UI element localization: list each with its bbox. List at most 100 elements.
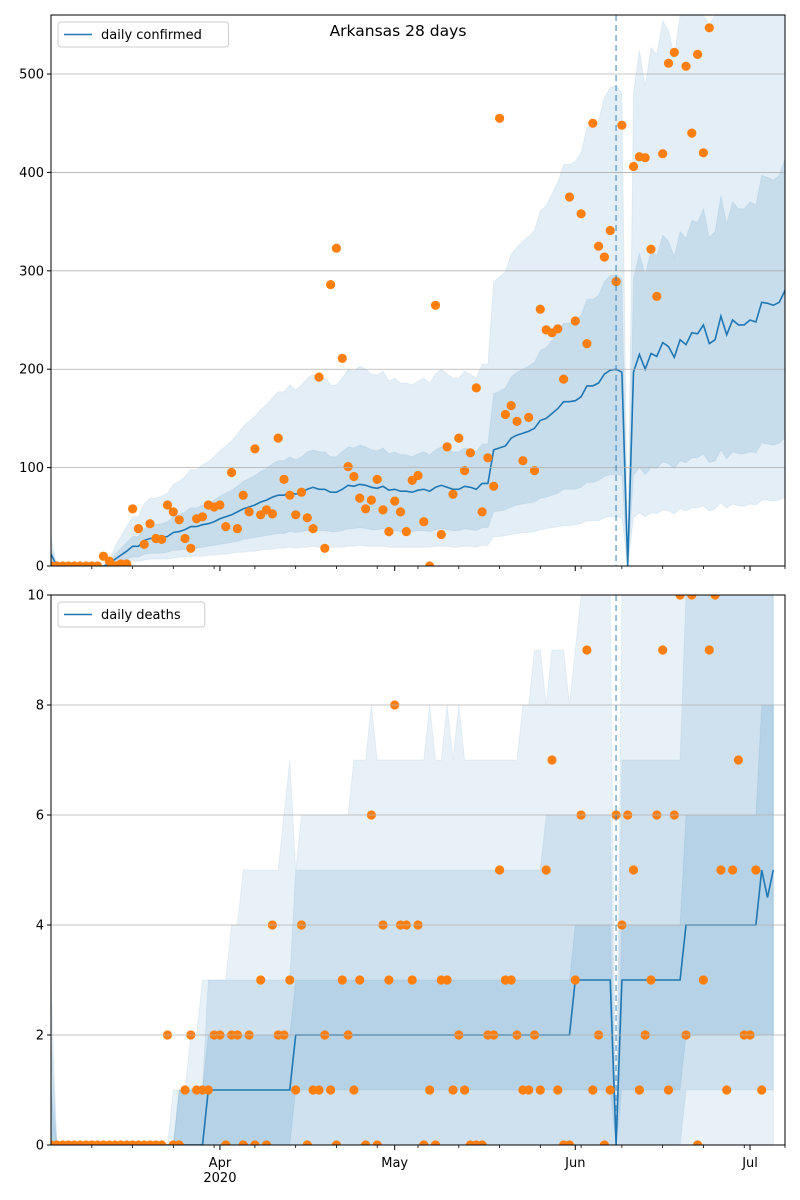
data-point: [495, 865, 505, 875]
data-point: [658, 149, 668, 159]
y-tick-label: 8: [36, 699, 44, 714]
data-point: [693, 1140, 703, 1145]
data-point: [506, 975, 516, 985]
data-point: [693, 49, 703, 60]
data-point: [704, 645, 714, 655]
data-point: [244, 507, 254, 517]
data-point: [628, 161, 639, 172]
data-point: [559, 374, 569, 384]
data-point: [541, 865, 551, 875]
data-point: [582, 339, 592, 349]
uncertainty-band-50: [51, 157, 785, 566]
data-point: [646, 244, 656, 254]
data-point: [326, 1085, 336, 1095]
data-point: [285, 490, 295, 500]
data-point: [390, 496, 400, 506]
data-point: [145, 519, 155, 529]
legend-box: [57, 21, 229, 48]
data-point: [162, 500, 173, 510]
data-point: [663, 58, 674, 68]
data-point: [413, 470, 423, 481]
x-tick-label: Jul: [741, 1156, 758, 1171]
data-point: [174, 515, 184, 525]
data-point: [372, 474, 382, 484]
uncertainty-band-80: [51, 15, 785, 566]
data-point: [605, 225, 615, 236]
data-point: [157, 1140, 167, 1145]
data-point: [93, 561, 103, 566]
data-point: [448, 489, 458, 499]
data-point: [605, 1085, 615, 1095]
data-point: [157, 534, 167, 545]
data-point: [646, 975, 656, 985]
data-point: [203, 1085, 213, 1095]
data-point: [221, 1140, 231, 1145]
confirmed-panel: 0 100 200 300 400 500 Arkansas 28 days daily co…: [19, 14, 786, 575]
data-point: [296, 487, 307, 497]
data-point: [477, 507, 487, 517]
data-point: [232, 524, 242, 534]
y-tick-label: 2: [36, 1029, 44, 1044]
data-point: [384, 975, 394, 985]
data-point: [250, 444, 260, 454]
y-tick-label: 500: [19, 68, 44, 83]
data-point: [361, 1140, 371, 1145]
data-point: [640, 153, 650, 163]
data-point: [757, 1085, 767, 1095]
y-tick-label: 4: [36, 919, 44, 934]
data-point: [751, 865, 761, 875]
uncertainty-band-80: [51, 595, 774, 1145]
data-point: [652, 291, 662, 301]
data-point: [448, 1085, 458, 1095]
data-point: [658, 645, 668, 655]
data-point: [669, 47, 679, 58]
data-point: [588, 1085, 598, 1095]
data-point: [716, 865, 726, 875]
chart-title: Arkansas 28 days: [330, 22, 467, 40]
data-point: [465, 448, 475, 458]
y-tick-label: 400: [19, 166, 44, 181]
data-point: [285, 975, 295, 985]
data-point: [308, 524, 318, 534]
data-point: [460, 466, 470, 476]
data-point: [291, 1085, 301, 1095]
data-point: [634, 1085, 645, 1095]
data-point: [355, 493, 365, 503]
data-point: [419, 1140, 429, 1145]
data-point: [442, 442, 452, 452]
plot-area: [51, 595, 775, 1145]
data-point: [174, 1140, 184, 1145]
data-point: [454, 433, 464, 443]
x-tick-label: May: [381, 1156, 408, 1171]
legend-box: [57, 601, 206, 628]
data-point: [227, 467, 237, 478]
y-tick-label: 200: [19, 363, 44, 378]
data-point: [436, 529, 446, 540]
y-tick-label: 100: [19, 461, 44, 476]
data-point: [355, 975, 365, 985]
data-point: [524, 412, 534, 422]
data-point: [710, 595, 720, 600]
y-tick-label: 300: [19, 264, 44, 279]
data-point: [133, 524, 143, 534]
data-point: [215, 500, 225, 510]
data-point: [238, 490, 248, 500]
data-point: [564, 192, 575, 202]
data-point: [197, 512, 208, 522]
data-point: [733, 755, 744, 765]
data-point: [553, 324, 563, 334]
data-point: [180, 533, 190, 544]
data-point: [343, 462, 353, 472]
y-tick-label: 6: [36, 809, 44, 824]
data-point: [425, 1085, 435, 1095]
data-point: [326, 280, 336, 290]
data-point: [261, 1140, 272, 1145]
legend-label: daily deaths: [101, 608, 181, 623]
data-point: [302, 1140, 312, 1145]
data-point: [471, 383, 481, 393]
data-point: [378, 505, 388, 515]
data-point: [564, 1140, 575, 1145]
data-point: [617, 120, 627, 130]
data-point: [349, 1085, 359, 1095]
